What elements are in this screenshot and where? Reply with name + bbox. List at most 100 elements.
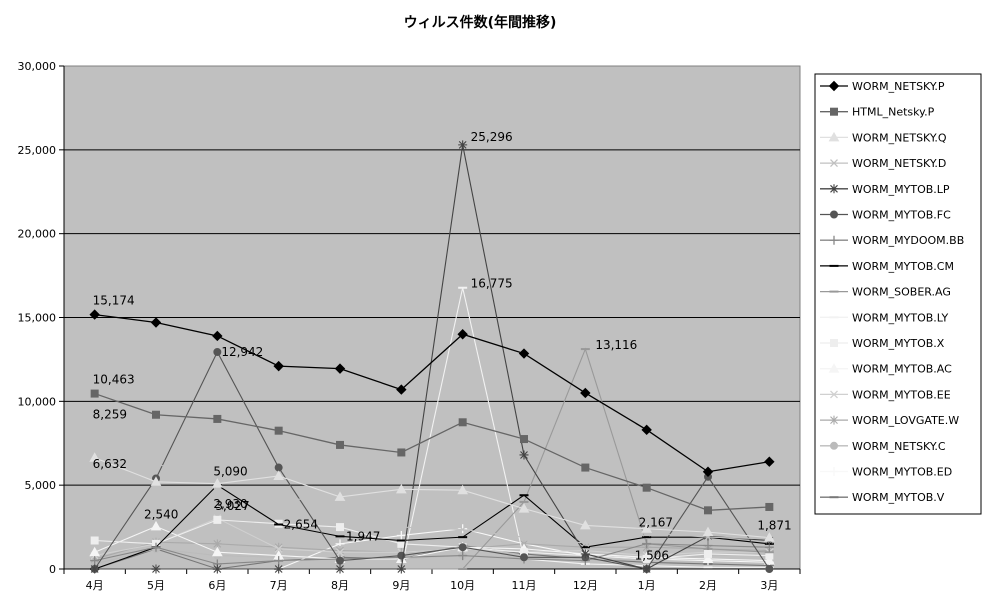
legend-marker [830, 210, 838, 219]
data-point [458, 140, 468, 150]
legend-item: WORM_MYTOB.X [820, 337, 945, 350]
data-point [211, 546, 223, 557]
legend-item: WORM_MYTOB.LP [820, 183, 950, 196]
legend-marker [830, 441, 838, 450]
x-tick-label: 7月 [270, 579, 288, 592]
legend-item: WORM_MYTOB.ED [820, 466, 952, 479]
data-point [90, 536, 99, 545]
data-point [150, 476, 162, 486]
y-tick-label: 20,000 [18, 228, 57, 241]
data-point [396, 384, 407, 395]
legend-marker [829, 415, 839, 425]
data-point [765, 565, 774, 573]
data-point [90, 389, 99, 398]
data-point [213, 515, 222, 524]
series-line [94, 525, 770, 562]
x-tick-label: 4月 [86, 579, 104, 592]
data-point [334, 491, 346, 501]
legend-item: WORM_MYTOB.LY [820, 311, 948, 324]
series-line [94, 484, 770, 570]
legend-label: WORM_NETSKY.C [852, 440, 946, 453]
data-point [274, 564, 284, 574]
data-label: 12,942 [221, 345, 263, 359]
y-tick-label: 25,000 [18, 144, 57, 157]
data-point [395, 483, 407, 494]
data-label: 3,027 [215, 499, 249, 513]
legend-item: HTML_Netsky.P [820, 106, 935, 119]
data-point [274, 426, 283, 435]
data-point [336, 523, 344, 532]
data-point [763, 532, 775, 542]
legend-label: WORM_MYTOB.X [852, 337, 945, 350]
data-point [457, 484, 469, 495]
legend-label: WORM_NETSKY.P [852, 80, 945, 93]
data-point [89, 546, 101, 557]
data-point [336, 556, 344, 565]
legend-item: WORM_NETSKY.C [820, 440, 946, 453]
legend-box [814, 73, 982, 515]
data-point [458, 418, 467, 427]
data-point [90, 564, 100, 574]
y-tick-label: 5,000 [25, 479, 57, 492]
legend-label: HTML_Netsky.P [852, 106, 935, 119]
data-point [152, 459, 160, 468]
data-point [763, 555, 775, 565]
legend-item: WORM_LOVGATE.W [820, 414, 959, 427]
legend-label: WORM_MYDOOM.BB [852, 234, 964, 247]
legend-label: WORM_NETSKY.D [852, 157, 946, 170]
data-label: 8,259 [93, 408, 127, 422]
x-tick-label: 11月 [512, 579, 537, 592]
legend-item: WORM_MYTOB.CM [820, 260, 954, 273]
data-point [642, 483, 651, 492]
data-point [579, 519, 591, 530]
legend-item: WORM_MYTOB.V [820, 491, 945, 504]
series-line [94, 517, 770, 557]
legend-item: WORM_MYDOOM.BB [820, 234, 964, 247]
data-point [152, 410, 160, 419]
data-point [335, 564, 345, 574]
data-point [520, 533, 528, 542]
x-tick-label: 2月 [699, 579, 717, 592]
data-point [151, 564, 161, 574]
y-tick-label: 10,000 [18, 395, 57, 408]
legend-item: WORM_MYTOB.AC [820, 363, 952, 376]
series-2 [89, 452, 775, 542]
series-line [94, 144, 770, 570]
series-1 [90, 389, 774, 515]
data-point [212, 330, 223, 342]
data-point [274, 542, 284, 552]
y-tick-label: 30,000 [18, 60, 57, 73]
data-point [703, 541, 713, 551]
series-line [94, 392, 770, 511]
data-point [274, 463, 283, 472]
x-tick-label: 10月 [450, 579, 475, 592]
data-label: 13,116 [595, 338, 637, 352]
data-point [704, 549, 712, 558]
data-point [519, 450, 529, 460]
data-label: 2,930 [213, 497, 247, 511]
legend-marker [829, 467, 839, 476]
data-point [90, 556, 100, 566]
data-label: 25,296 [471, 130, 513, 144]
y-tick-label: 0 [49, 563, 56, 576]
data-point [520, 435, 528, 444]
x-tick-label: 5月 [147, 579, 165, 592]
data-point [641, 424, 652, 436]
legend-label: WORM_NETSKY.Q [852, 131, 947, 144]
data-point [211, 478, 223, 488]
x-tick-label: 3月 [760, 579, 778, 592]
data-label: 1,947 [346, 529, 380, 543]
data-label: 2,654 [284, 518, 318, 532]
data-label: 15,174 [93, 294, 135, 308]
data-label: 1,871 [757, 519, 791, 533]
data-point [580, 387, 591, 399]
legend-label: WORM_MYTOB.ED [852, 466, 952, 479]
data-point [336, 440, 344, 449]
data-label: 6,632 [93, 457, 127, 471]
data-point [642, 554, 651, 563]
data-point [765, 502, 774, 511]
data-point [335, 546, 345, 556]
data-point [642, 539, 652, 549]
legend-item: WORM_MYTOB.FC [820, 209, 951, 222]
